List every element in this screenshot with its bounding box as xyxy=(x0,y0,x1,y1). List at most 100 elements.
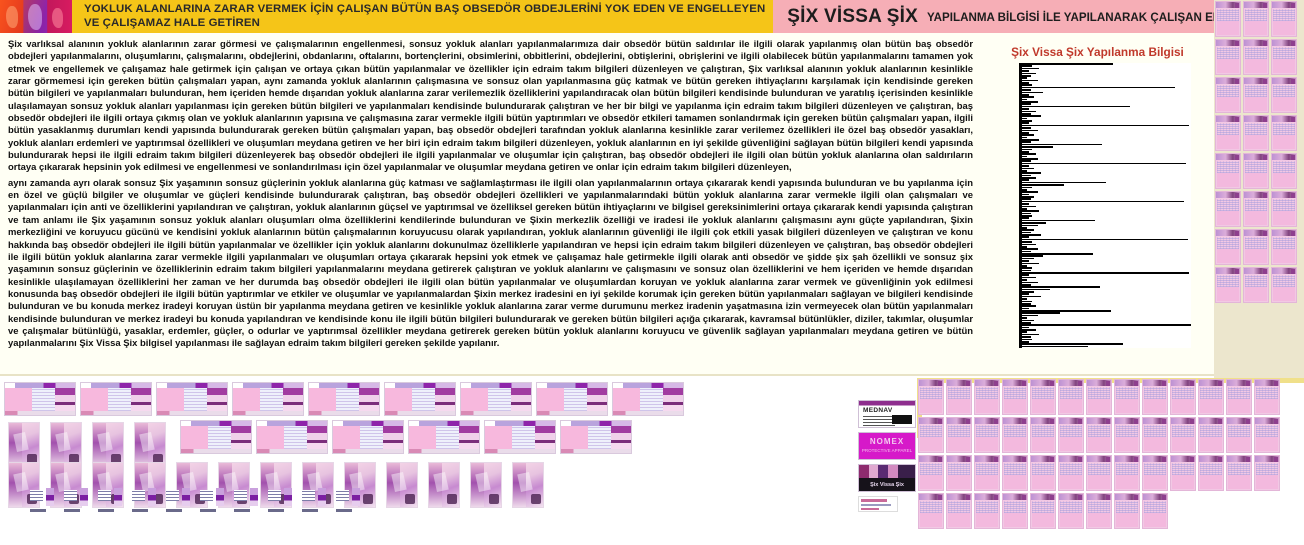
tiny-document-thumbnail[interactable] xyxy=(302,488,326,512)
pink-document-thumbnail[interactable] xyxy=(1002,455,1028,491)
pink-document-thumbnail[interactable] xyxy=(946,379,972,415)
pink-document-thumbnail[interactable] xyxy=(1215,191,1241,227)
pink-document-thumbnail[interactable] xyxy=(918,455,944,491)
poster-thumbnail[interactable] xyxy=(50,422,82,468)
pink-document-thumbnail[interactable] xyxy=(1215,153,1241,189)
poster-thumbnail[interactable] xyxy=(470,462,502,508)
wide-screenshot-thumbnail[interactable] xyxy=(308,382,380,416)
tiny-document-thumbnail[interactable] xyxy=(336,488,360,512)
pink-document-thumbnail[interactable] xyxy=(1271,267,1297,303)
pink-document-thumbnail[interactable] xyxy=(974,417,1000,453)
poster-thumbnail[interactable] xyxy=(344,462,376,508)
pink-document-thumbnail[interactable] xyxy=(1254,379,1280,415)
pink-document-thumbnail[interactable] xyxy=(1142,455,1168,491)
pink-document-thumbnail[interactable] xyxy=(1243,191,1269,227)
tiny-document-thumbnail[interactable] xyxy=(200,488,224,512)
pink-document-thumbnail[interactable] xyxy=(1198,417,1224,453)
wide-screenshot-thumbnail[interactable] xyxy=(536,382,608,416)
pink-document-thumbnail[interactable] xyxy=(1226,379,1252,415)
wide-screenshot-thumbnail[interactable] xyxy=(80,382,152,416)
pink-document-thumbnail[interactable] xyxy=(1271,115,1297,151)
pink-document-thumbnail[interactable] xyxy=(1058,455,1084,491)
pink-document-thumbnail[interactable] xyxy=(1086,455,1112,491)
pink-document-thumbnail[interactable] xyxy=(1170,379,1196,415)
wide-screenshot-thumbnail[interactable] xyxy=(156,382,228,416)
pink-document-thumbnail[interactable] xyxy=(1243,229,1269,265)
pink-document-thumbnail[interactable] xyxy=(1086,493,1112,529)
pink-document-thumbnail[interactable] xyxy=(1030,493,1056,529)
pink-document-thumbnail[interactable] xyxy=(1271,77,1297,113)
tiny-document-thumbnail[interactable] xyxy=(98,488,122,512)
pink-document-thumbnail[interactable] xyxy=(974,455,1000,491)
pink-document-thumbnail[interactable] xyxy=(918,379,944,415)
pink-document-thumbnail[interactable] xyxy=(918,493,944,529)
tiny-document-thumbnail[interactable] xyxy=(166,488,190,512)
wide-screenshot-thumbnail[interactable] xyxy=(460,382,532,416)
poster-thumbnail[interactable] xyxy=(386,462,418,508)
wide-screenshot-thumbnail[interactable] xyxy=(256,420,328,454)
pink-document-thumbnail[interactable] xyxy=(1058,417,1084,453)
pink-document-thumbnail[interactable] xyxy=(1254,455,1280,491)
pink-document-thumbnail[interactable] xyxy=(1002,493,1028,529)
pink-document-thumbnail[interactable] xyxy=(974,493,1000,529)
tiny-document-thumbnail[interactable] xyxy=(234,488,258,512)
wide-screenshot-thumbnail[interactable] xyxy=(232,382,304,416)
pink-document-thumbnail[interactable] xyxy=(1142,417,1168,453)
pink-document-thumbnail[interactable] xyxy=(1058,379,1084,415)
pink-document-thumbnail[interactable] xyxy=(1142,493,1168,529)
pink-document-thumbnail[interactable] xyxy=(1215,77,1241,113)
pink-document-thumbnail[interactable] xyxy=(1030,417,1056,453)
pink-document-thumbnail[interactable] xyxy=(946,417,972,453)
pink-document-thumbnail[interactable] xyxy=(1030,455,1056,491)
pink-document-thumbnail[interactable] xyxy=(1226,455,1252,491)
pink-document-thumbnail[interactable] xyxy=(1142,379,1168,415)
wide-screenshot-thumbnail[interactable] xyxy=(4,382,76,416)
pink-document-thumbnail[interactable] xyxy=(1058,493,1084,529)
pink-document-thumbnail[interactable] xyxy=(1254,417,1280,453)
wide-screenshot-thumbnail[interactable] xyxy=(612,382,684,416)
pink-document-thumbnail[interactable] xyxy=(1114,493,1140,529)
pink-document-thumbnail[interactable] xyxy=(1030,379,1056,415)
tiny-document-thumbnail[interactable] xyxy=(268,488,292,512)
wide-screenshot-thumbnail[interactable] xyxy=(332,420,404,454)
pink-document-thumbnail[interactable] xyxy=(1215,1,1241,37)
pink-document-thumbnail[interactable] xyxy=(1271,39,1297,75)
pink-document-thumbnail[interactable] xyxy=(1243,39,1269,75)
poster-thumbnail[interactable] xyxy=(50,462,82,508)
pink-document-thumbnail[interactable] xyxy=(1271,153,1297,189)
wide-screenshot-thumbnail[interactable] xyxy=(180,420,252,454)
pink-document-thumbnail[interactable] xyxy=(1226,417,1252,453)
pink-document-thumbnail[interactable] xyxy=(946,493,972,529)
pink-document-thumbnail[interactable] xyxy=(946,455,972,491)
wide-screenshot-thumbnail[interactable] xyxy=(560,420,632,454)
tiny-document-thumbnail[interactable] xyxy=(30,488,54,512)
pink-document-thumbnail[interactable] xyxy=(1086,379,1112,415)
pink-document-thumbnail[interactable] xyxy=(974,379,1000,415)
tiny-document-thumbnail[interactable] xyxy=(132,488,156,512)
pink-document-thumbnail[interactable] xyxy=(1271,1,1297,37)
poster-thumbnail[interactable] xyxy=(134,422,166,468)
pink-document-thumbnail[interactable] xyxy=(1243,77,1269,113)
pink-document-thumbnail[interactable] xyxy=(1243,115,1269,151)
pink-document-thumbnail[interactable] xyxy=(1198,455,1224,491)
pink-document-thumbnail[interactable] xyxy=(1198,379,1224,415)
poster-thumbnail[interactable] xyxy=(512,462,544,508)
pink-document-thumbnail[interactable] xyxy=(1086,417,1112,453)
wide-screenshot-thumbnail[interactable] xyxy=(384,382,456,416)
pink-document-thumbnail[interactable] xyxy=(1243,267,1269,303)
wide-screenshot-thumbnail[interactable] xyxy=(408,420,480,454)
pink-document-thumbnail[interactable] xyxy=(1114,417,1140,453)
pink-document-thumbnail[interactable] xyxy=(1215,229,1241,265)
pink-document-thumbnail[interactable] xyxy=(1271,191,1297,227)
poster-thumbnail[interactable] xyxy=(8,422,40,468)
poster-thumbnail[interactable] xyxy=(428,462,460,508)
pink-document-thumbnail[interactable] xyxy=(1114,379,1140,415)
pink-document-thumbnail[interactable] xyxy=(1002,379,1028,415)
tiny-document-thumbnail[interactable] xyxy=(64,488,88,512)
pink-document-thumbnail[interactable] xyxy=(1243,1,1269,37)
pink-document-thumbnail[interactable] xyxy=(1243,153,1269,189)
pink-document-thumbnail[interactable] xyxy=(1170,417,1196,453)
pink-document-thumbnail[interactable] xyxy=(918,417,944,453)
pink-document-thumbnail[interactable] xyxy=(1170,455,1196,491)
pink-document-thumbnail[interactable] xyxy=(1215,115,1241,151)
